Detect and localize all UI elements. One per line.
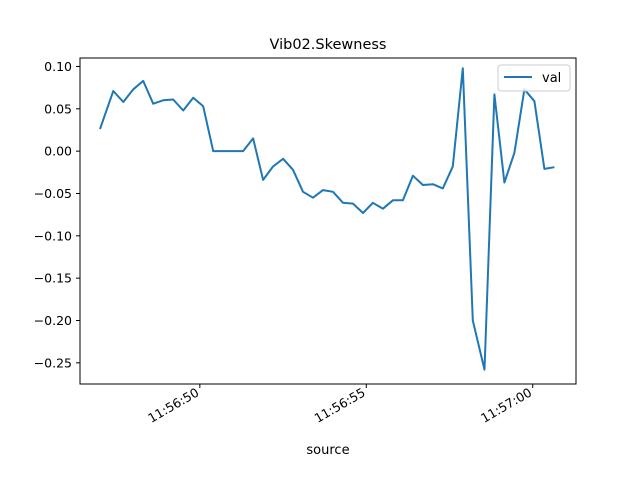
chart-title: Vib02.Skewness bbox=[270, 37, 387, 53]
axes-frame bbox=[79, 57, 577, 385]
legend: val bbox=[497, 64, 571, 92]
series-line-val bbox=[99, 67, 555, 371]
y-tick-label: −0.10 bbox=[34, 228, 72, 243]
y-tick-label: 0.05 bbox=[44, 101, 72, 116]
y-tick-label: −0.15 bbox=[34, 271, 72, 286]
legend-label-val: val bbox=[542, 71, 561, 86]
y-tick-label: −0.05 bbox=[34, 186, 72, 201]
series-layer bbox=[99, 67, 555, 371]
y-tick-label: −0.20 bbox=[34, 313, 72, 328]
legend-box bbox=[497, 64, 571, 92]
y-tick-label: 0.10 bbox=[44, 59, 72, 74]
plot-area bbox=[79, 57, 577, 385]
y-axis: 0.10 0.05 0.00 −0.05 −0.10 −0.15 −0.20 −0.25 bbox=[34, 59, 80, 370]
y-tick-label: 0.00 bbox=[44, 144, 72, 159]
x-axis-label: source bbox=[306, 443, 349, 458]
y-tick-label: −0.25 bbox=[34, 355, 72, 370]
